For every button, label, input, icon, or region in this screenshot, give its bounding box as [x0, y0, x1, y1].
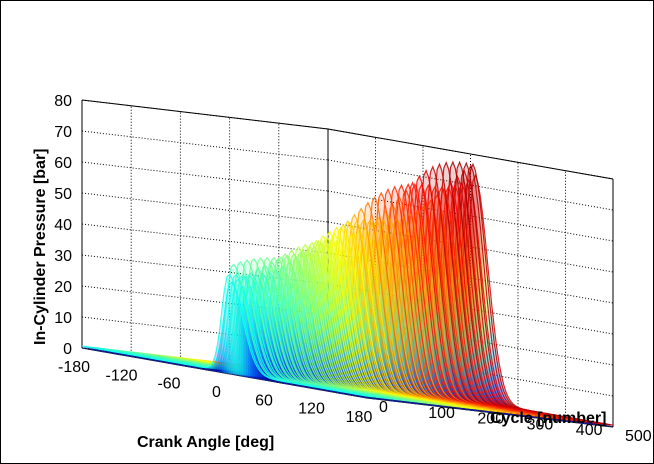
- pressure-surface: [81, 160, 614, 428]
- grid-line: [327, 345, 614, 397]
- grid-line: [81, 316, 329, 347]
- box-edge: [81, 99, 329, 130]
- grid-line: [81, 192, 329, 223]
- grid-line: [81, 285, 329, 316]
- grid-line: [81, 161, 329, 192]
- box-edge: [327, 128, 614, 180]
- grid-line: [81, 223, 329, 254]
- grid-line: [81, 130, 329, 161]
- grid-line: [327, 252, 614, 304]
- grid-line: [81, 254, 329, 285]
